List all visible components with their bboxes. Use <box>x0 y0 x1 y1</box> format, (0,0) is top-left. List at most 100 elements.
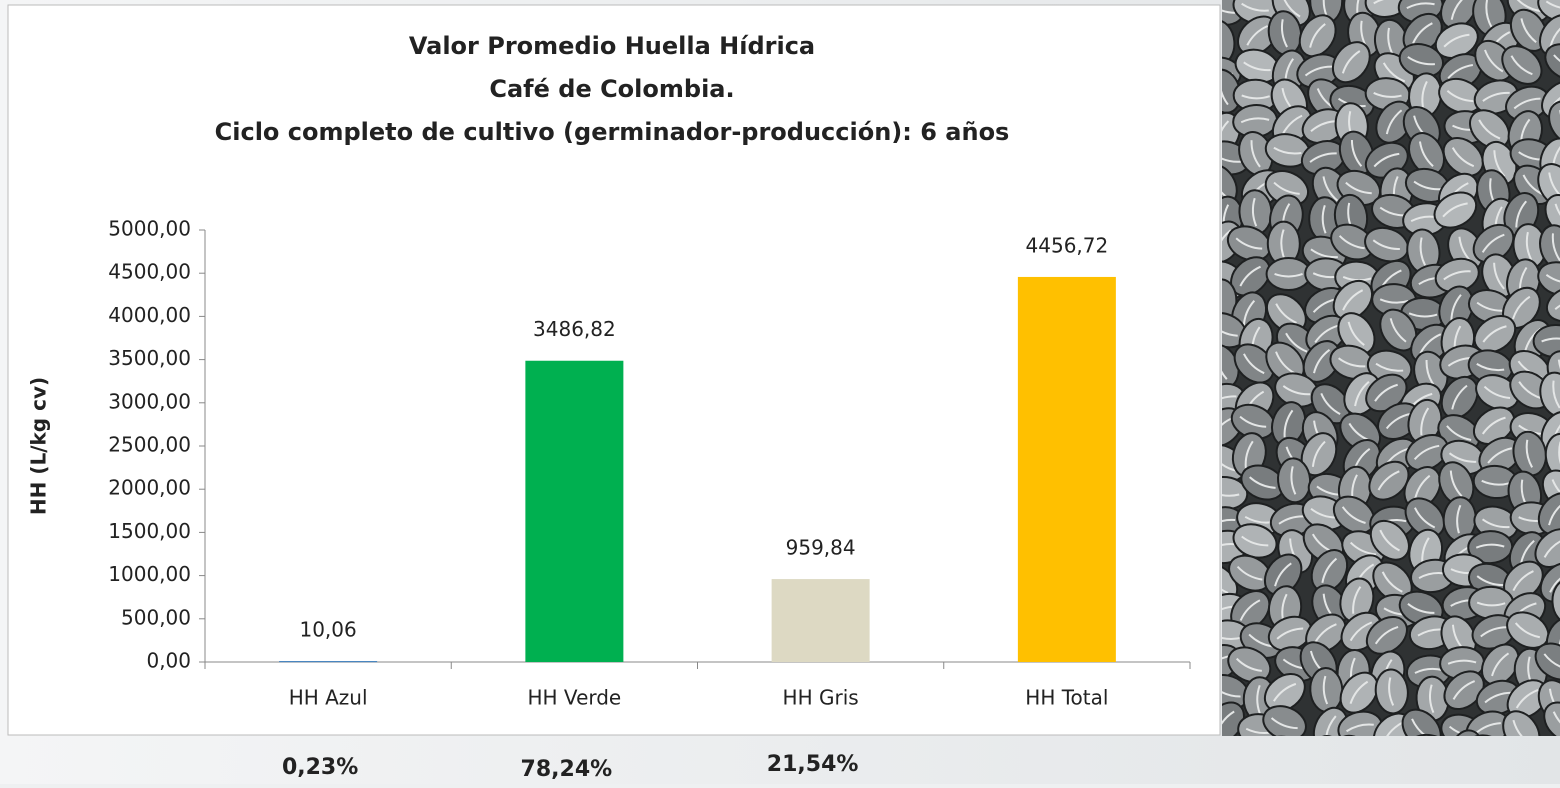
bean-crease <box>1349 541 1377 556</box>
y-tick-label: 4500,00 <box>108 260 191 284</box>
bean-crease <box>1406 2 1435 10</box>
bean-crease <box>1484 49 1504 73</box>
bean-crease <box>1249 476 1276 489</box>
bean-crease <box>1341 506 1366 524</box>
bean-crease <box>1557 359 1560 386</box>
bean-crease <box>1428 684 1435 714</box>
bean-crease <box>1552 711 1560 733</box>
bean-crease <box>1407 603 1435 614</box>
bean-crease <box>1520 18 1537 44</box>
bean-crease <box>1222 353 1228 380</box>
bean-crease <box>1411 718 1432 736</box>
bean-crease <box>1476 363 1505 372</box>
bean-crease <box>1239 415 1267 428</box>
bean <box>1405 433 1449 472</box>
bean-crease <box>1482 325 1507 343</box>
bean-crease <box>1549 571 1560 593</box>
bean-crease <box>1350 139 1363 167</box>
bean-crease <box>1481 479 1510 486</box>
bean-crease <box>1235 237 1263 250</box>
bean-crease <box>1280 229 1285 258</box>
x-tick-label: HH Verde <box>528 686 622 710</box>
bean-crease <box>1446 89 1474 103</box>
bean <box>1509 8 1548 52</box>
bean-crease <box>1304 65 1333 77</box>
bean-crease <box>1342 289 1364 311</box>
bean-crease <box>1543 653 1560 671</box>
y-tick-label: 2000,00 <box>108 476 191 500</box>
bean <box>1263 553 1303 596</box>
bean-crease <box>1389 318 1407 343</box>
bean-crease <box>1274 273 1303 278</box>
bean-crease <box>1241 94 1270 100</box>
bean-crease <box>1450 294 1462 322</box>
bean-crease <box>1222 710 1235 734</box>
bean-crease <box>1413 180 1442 191</box>
bean-crease <box>1447 64 1474 79</box>
bean-crease <box>1545 0 1560 10</box>
bean-crease <box>1338 357 1366 368</box>
bean-crease <box>1290 466 1297 495</box>
bean-crease <box>1242 300 1256 327</box>
bean-crease <box>1235 657 1262 672</box>
bean-crease <box>1320 393 1341 416</box>
bean-crease <box>1246 25 1269 46</box>
bean-crease <box>1551 233 1560 262</box>
bean-crease <box>1421 80 1428 110</box>
bean-crease <box>1222 518 1236 529</box>
bean-crease <box>1281 0 1301 18</box>
bean <box>1262 705 1307 736</box>
bean-crease <box>1241 2 1269 12</box>
bean-crease <box>1275 303 1297 324</box>
bean-crease <box>1552 380 1560 409</box>
share-label: 21,54% <box>767 752 859 777</box>
bean-crease <box>1282 385 1311 396</box>
bean-crease <box>1222 395 1237 406</box>
bean-crease <box>1414 474 1431 500</box>
bean-crease <box>1352 586 1362 614</box>
bean-crease <box>1420 407 1430 436</box>
bean-crease <box>1510 55 1533 76</box>
bean-crease <box>1236 565 1263 581</box>
bean-crease <box>1476 601 1506 607</box>
bean <box>1433 191 1478 229</box>
bean-crease <box>1222 172 1227 198</box>
bean-crease <box>1222 120 1230 147</box>
bean-crease <box>1483 385 1511 399</box>
coffee-photo <box>1222 0 1560 736</box>
bean-crease <box>1310 248 1338 259</box>
bean <box>1551 578 1560 625</box>
bean-crease <box>1442 202 1468 218</box>
y-tick-label: 1500,00 <box>108 519 191 543</box>
bean-crease <box>1374 383 1398 402</box>
bean-crease <box>1345 723 1374 733</box>
bean-crease <box>1314 623 1337 643</box>
bean-crease <box>1251 197 1258 227</box>
bean-crease <box>1484 691 1512 704</box>
bean-crease <box>1541 337 1560 343</box>
bean-crease <box>1412 22 1433 44</box>
bean-crease <box>1475 543 1505 549</box>
x-tick-label: HH Total <box>1025 686 1108 710</box>
bean-crease <box>1487 447 1513 464</box>
bean-crease <box>1240 117 1270 124</box>
bean-crease <box>1222 153 1242 163</box>
bean <box>1406 733 1452 736</box>
x-tick-label: HH Gris <box>783 686 859 710</box>
bean-crease <box>1222 323 1238 337</box>
share-label: 0,23% <box>282 755 358 780</box>
bean-crease <box>1476 575 1504 587</box>
bean-crease <box>1456 504 1462 534</box>
bean-crease <box>1481 416 1506 435</box>
bean-crease <box>1345 181 1372 195</box>
bean <box>1298 14 1337 58</box>
bean-crease <box>1379 529 1400 552</box>
bean-crease <box>1341 50 1361 74</box>
bean-crease <box>1314 324 1338 344</box>
data-label: 10,06 <box>299 618 356 642</box>
bean-crease <box>1272 682 1297 702</box>
bean-crease <box>1554 298 1560 311</box>
bean-crease <box>1273 146 1302 155</box>
bar <box>525 360 624 662</box>
